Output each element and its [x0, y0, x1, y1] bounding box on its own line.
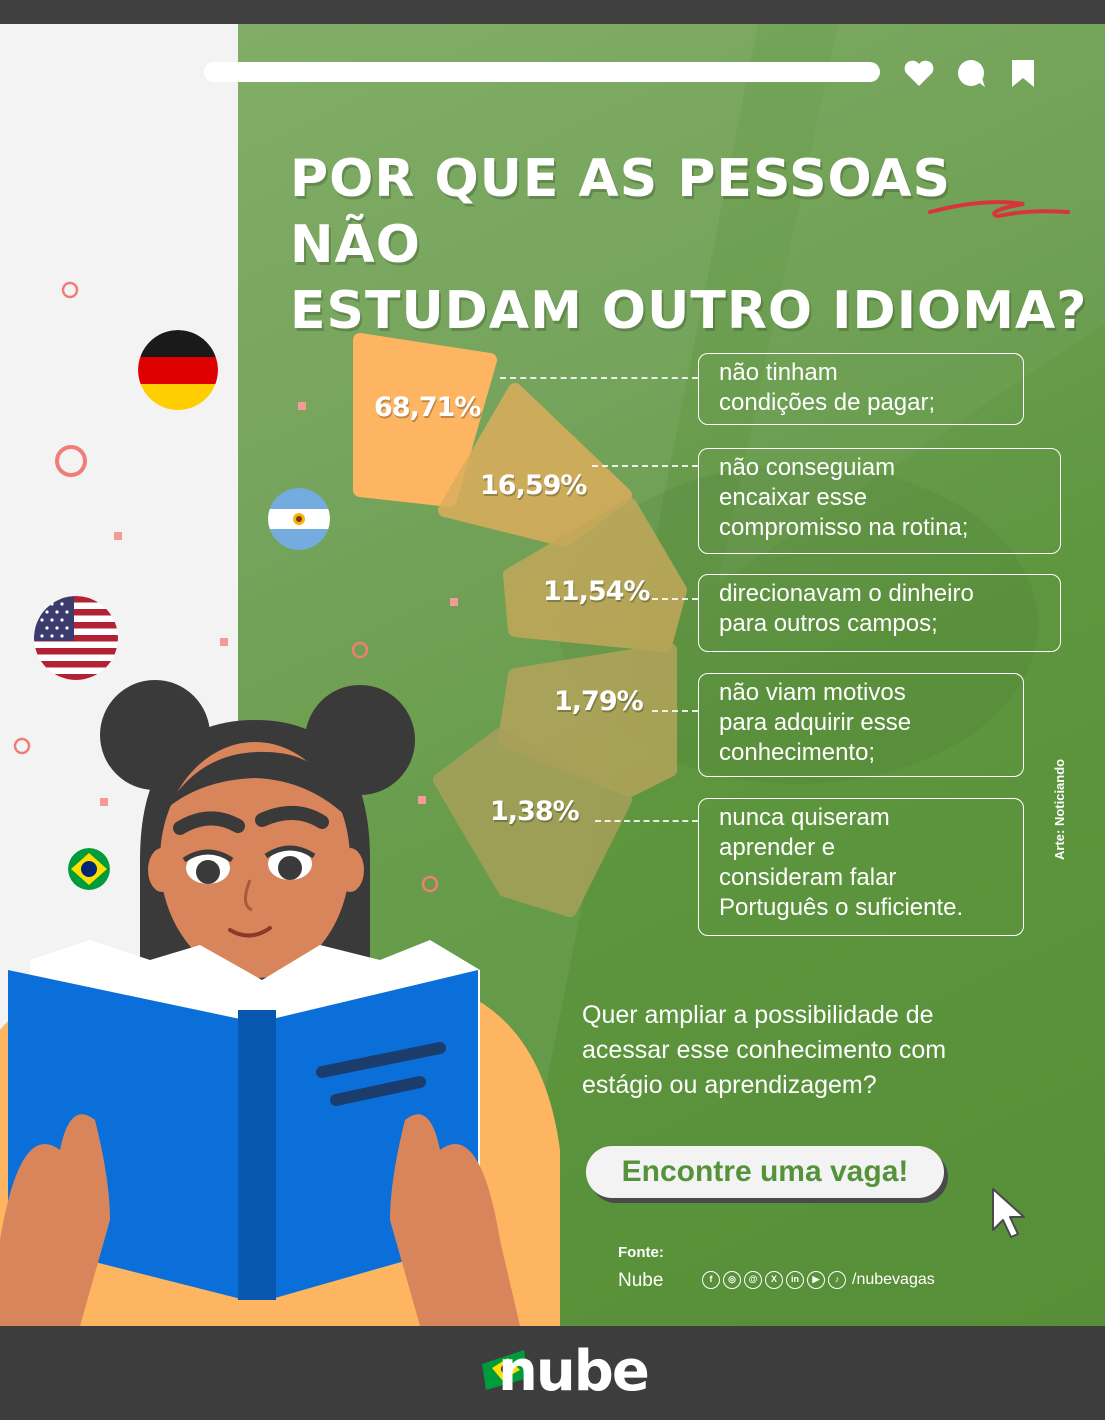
cta-question: Quer ampliar a possibilidade de acessar … [582, 998, 1062, 1103]
reason-2-line-3: compromisso na rotina; [719, 514, 969, 541]
circle-decoration [55, 445, 87, 477]
cta-line-3: estágio ou aprendizagem? [582, 1071, 877, 1099]
chart-value-label-5: 1,38% [490, 796, 580, 827]
tiktok-icon[interactable]: ♪ [828, 1271, 846, 1289]
chart-value-label-2: 16,59% [480, 470, 587, 501]
cursor-icon [992, 1188, 1025, 1238]
argentina-flag-icon [268, 488, 330, 550]
reason-5-line-3: consideram falar [719, 864, 897, 891]
chart-leader-line-4 [652, 710, 698, 712]
x-icon[interactable]: X [765, 1271, 783, 1289]
circle-decoration [13, 737, 31, 755]
bookmark-icon [1012, 60, 1034, 87]
reason-box-4: não viam motivos para adquirir esse conh… [698, 673, 1024, 777]
youtube-icon[interactable]: ▶ [807, 1271, 825, 1289]
reasons-chart: 68,71% 16,59% 11,54% 1,79% 1,38% [340, 330, 720, 920]
instagram-icon[interactable]: ◎ [723, 1271, 741, 1289]
chart-leader-line-2 [592, 465, 698, 467]
germany-flag-icon [138, 330, 218, 410]
reason-1-line-1: não tinham [719, 359, 838, 386]
reason-3-line-2: para outros campos; [719, 610, 938, 637]
source-label: Fonte: [618, 1244, 664, 1261]
reason-4-line-1: não viam motivos [719, 679, 906, 706]
circle-decoration [421, 875, 439, 893]
chart-value-label-1: 68,71% [374, 392, 481, 423]
brazil-flag-icon [68, 848, 110, 890]
title-line-2: ESTUDAM OUTRO IDIOMA? [290, 281, 1088, 341]
circle-decoration [351, 641, 369, 659]
square-decoration [450, 598, 458, 606]
chart-segments [353, 333, 687, 917]
bottom-bar [0, 1326, 1105, 1420]
title-line-1: POR QUE AS PESSOAS NÃO [290, 149, 951, 275]
usa-flag-icon [34, 596, 118, 680]
art-credit: Arte: Noticiando [1052, 758, 1067, 860]
chart-segment-5 [433, 728, 632, 917]
heart-icon [904, 60, 934, 86]
circle-decoration [61, 281, 79, 299]
reason-box-2: não conseguiam encaixar esse compromisso… [698, 448, 1061, 554]
find-job-button[interactable]: Encontre uma vaga! [586, 1146, 944, 1198]
square-decoration [114, 532, 122, 540]
square-decoration [298, 402, 306, 410]
social-links: f ◎ @ X in ▶ ♪ /nubevagas [702, 1269, 935, 1291]
square-decoration [100, 798, 108, 806]
page-title: POR QUE AS PESSOAS NÃO ESTUDAM OUTRO IDI… [290, 146, 1090, 344]
reason-2-line-2: encaixar esse [719, 484, 868, 511]
girl-reading-illustration [0, 680, 560, 1326]
source-value: Nube [618, 1270, 664, 1291]
chart-value-label-3: 11,54% [543, 576, 650, 607]
title-underline-scribble [928, 200, 1070, 219]
search-bar [204, 62, 880, 82]
square-decoration [220, 638, 228, 646]
reason-box-1: não tinham condições de pagar; [698, 353, 1024, 425]
reason-box-5: nunca quiseram aprender e consideram fal… [698, 798, 1024, 936]
reason-5-line-2: aprender e [719, 834, 836, 861]
chart-value-label-4: 1,79% [554, 686, 644, 717]
top-bar [0, 0, 1105, 24]
chart-segment-3 [503, 498, 687, 652]
reason-5-line-1: nunca quiseram [719, 804, 890, 831]
chart-leader-line-3 [652, 598, 698, 600]
title-line-1-text: POR QUE AS PESSOAS [290, 149, 952, 209]
reason-1-line-2: condições de pagar; [719, 389, 936, 416]
cta-line-2: acessar esse conhecimento com [582, 1036, 947, 1064]
reason-2-line-1: não conseguiam [719, 454, 896, 481]
reason-4-line-3: conhecimento; [719, 739, 876, 766]
reason-4-line-2: para adquirir esse [719, 709, 912, 736]
chart-leader-line-5 [595, 820, 698, 822]
title-emphasis: NÃO [290, 215, 421, 275]
social-handle[interactable]: /nubevagas [852, 1271, 935, 1288]
facebook-icon[interactable]: f [702, 1271, 720, 1289]
reason-box-3: direcionavam o dinheiro para outros camp… [698, 574, 1061, 652]
comment-icon [958, 60, 985, 87]
reason-5-line-4: Português o suficiente. [719, 894, 964, 921]
chart-leader-line-1 [500, 377, 698, 379]
linkedin-icon[interactable]: in [786, 1271, 804, 1289]
reason-3-line-1: direcionavam o dinheiro [719, 580, 974, 607]
nube-logo-flag-icon [482, 1350, 528, 1390]
square-decoration [418, 796, 426, 804]
threads-icon[interactable]: @ [744, 1271, 762, 1289]
nube-logo: nube [498, 1339, 650, 1404]
cta-line-1: Quer ampliar a possibilidade de [582, 1001, 934, 1029]
